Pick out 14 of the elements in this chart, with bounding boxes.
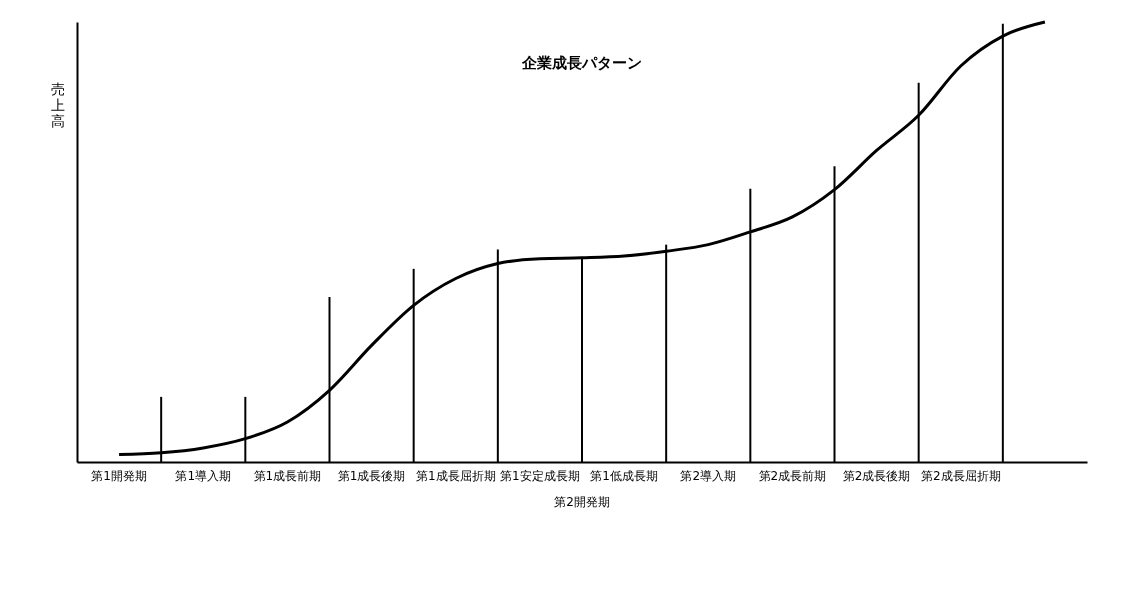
x-tick-label: 第1低成長期 bbox=[590, 468, 658, 483]
x-tick-label: 第1導入期 bbox=[175, 468, 232, 483]
text: 第2開発期 bbox=[554, 495, 610, 509]
x-tick-label: 第1成長前期 bbox=[253, 468, 322, 483]
x-tick-label: 第2成長屈折期 bbox=[920, 468, 1001, 483]
x-tick-label: 第1安定成長期 bbox=[500, 468, 580, 483]
x-tick-label: 第2成長前期 bbox=[758, 468, 827, 483]
x-tick-label: 第1開発期 bbox=[91, 468, 147, 483]
x-tick-label: 第1成長屈折期 bbox=[415, 468, 496, 483]
x-tick-label: 第2導入期 bbox=[680, 468, 737, 483]
x-tick-label: 第1成長後期 bbox=[337, 468, 406, 483]
x-tick-label: 第2成長後期 bbox=[842, 468, 911, 483]
text: 企業成長パターン bbox=[521, 53, 642, 72]
y-axis-title: 売上高 bbox=[50, 80, 65, 129]
